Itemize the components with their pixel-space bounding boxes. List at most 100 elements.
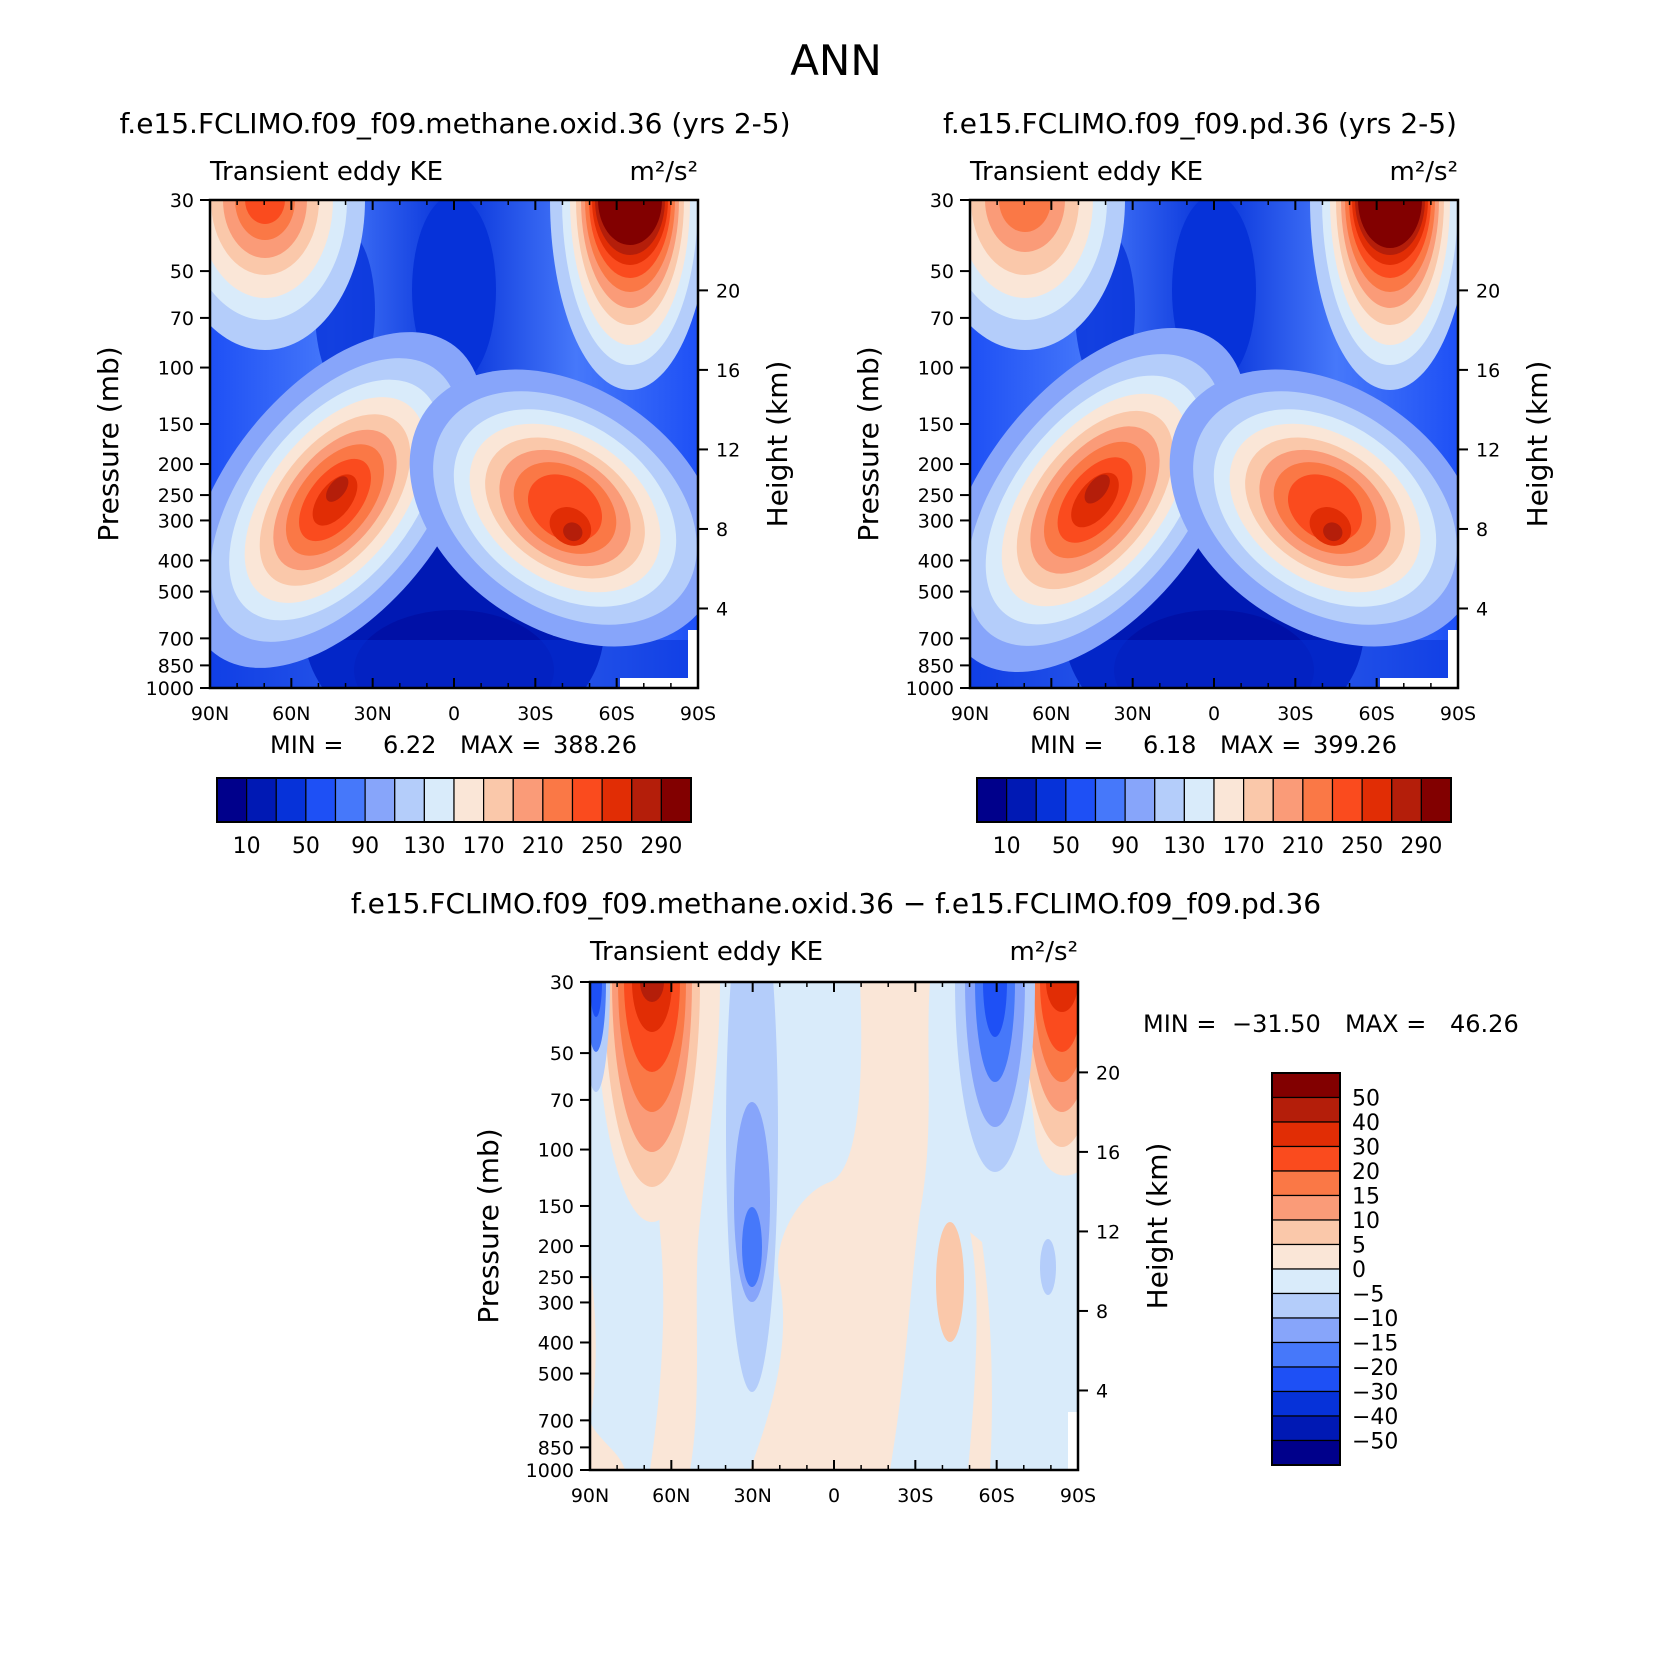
y-tick-label: 150	[918, 414, 954, 436]
colorbar-swatch	[976, 777, 1008, 823]
colorbar-swatch	[1271, 1194, 1341, 1221]
y-tick-label: 300	[918, 510, 954, 532]
panel-1-units-label: m²/s²	[630, 157, 698, 187]
panel-3-ylabel: Pressure (mb)	[472, 1128, 505, 1323]
topography-mask	[688, 630, 698, 688]
contour-ring	[632, 982, 672, 1032]
colorbar-swatch	[660, 777, 692, 823]
y2-tick-label: 16	[1476, 360, 1500, 382]
colorbar-label: 210	[522, 834, 564, 859]
colorbar-label: 170	[1223, 834, 1265, 859]
y-tick-label: 50	[170, 261, 194, 283]
nh-strat-contours	[970, 200, 1125, 350]
y-tick-label: 150	[158, 414, 194, 436]
contour-ring	[1358, 200, 1422, 248]
figure-title: ANN	[790, 36, 882, 85]
panel-1-max-value: 388.26	[553, 731, 637, 759]
topography-mask	[1380, 678, 1458, 688]
colorbar-swatch	[1271, 1096, 1341, 1123]
colorbar-label: 10	[233, 834, 261, 859]
colorbar-label: 250	[581, 834, 623, 859]
x-tick-label: 30N	[1113, 703, 1151, 725]
contour-ring	[245, 200, 285, 224]
sh-jet-contours	[409, 369, 698, 647]
y2-tick-label: 12	[1096, 1221, 1120, 1243]
colorbar-swatch	[1302, 777, 1334, 823]
y-tick-label: 50	[930, 261, 954, 283]
panel-2-ylabel: Pressure (mb)	[852, 346, 885, 541]
x-tick-label: 90S	[1440, 703, 1476, 725]
colorbar-frame	[216, 777, 692, 823]
y-tick-label: 100	[538, 1140, 574, 1162]
contour-fill-negative-blob	[1040, 1239, 1056, 1295]
colorbar-swatch	[275, 777, 307, 823]
panel-2-variable-label: Transient eddy KE	[969, 157, 1203, 187]
contour-fill-positive	[750, 982, 930, 1470]
sh-strat-negative	[955, 982, 1035, 1172]
colorbar-label: 90	[351, 834, 379, 859]
colorbar-label: 250	[1341, 834, 1383, 859]
y-tick-label: 300	[158, 510, 194, 532]
panel-1-case-title: f.e15.FCLIMO.f09_f09.methane.oxid.36 (yr…	[119, 107, 790, 140]
x-tick-label: 60S	[599, 703, 635, 725]
colorbar-label: 10	[1352, 1209, 1380, 1234]
panel-2-min-value: 6.18	[1143, 731, 1196, 759]
colorbar-swatch	[1331, 777, 1363, 823]
panel-2-min-label: MIN =	[1030, 731, 1103, 759]
colorbar-label: 50	[1352, 1087, 1380, 1112]
colorbar-label: 130	[1163, 834, 1205, 859]
y-tick-label: 70	[550, 1090, 574, 1112]
colorbar-swatch	[1272, 777, 1304, 823]
panel-1-variable-label: Transient eddy KE	[209, 157, 443, 187]
y-tick-label: 100	[918, 358, 954, 380]
colorbar-label: 50	[292, 834, 320, 859]
y2-tick-label: 12	[716, 439, 740, 461]
y-tick-label: 1000	[906, 678, 954, 700]
x-tick-label: 30S	[897, 1485, 933, 1507]
colorbar-swatch	[1271, 1243, 1341, 1270]
colorbar-frame	[1271, 1072, 1341, 1466]
y-tick-label: 400	[158, 550, 194, 572]
colorbar-swatch	[305, 777, 337, 823]
colorbar-label: 20	[1352, 1160, 1380, 1185]
panel-3: f.e15.FCLIMO.f09_f09.methane.oxid.36 − f…	[351, 887, 1519, 1507]
y-tick-label: 700	[538, 1410, 574, 1432]
colorbar-label: −15	[1352, 1332, 1398, 1357]
x-tick-label: 90N	[571, 1485, 609, 1507]
colorbar-swatch	[423, 777, 455, 823]
panel-1-ylabel: Pressure (mb)	[92, 346, 125, 541]
x-tick-label: 90S	[1060, 1485, 1096, 1507]
contour-ring	[983, 982, 1007, 1037]
panel-3-case-title: f.e15.FCLIMO.f09_f09.methane.oxid.36 − f…	[351, 887, 1321, 920]
colorbar-label: 5	[1352, 1234, 1366, 1259]
colorbar-swatch	[1271, 1219, 1341, 1246]
colorbar-swatch	[1271, 1145, 1341, 1172]
x-tick-label: 90S	[680, 703, 716, 725]
y2-tick-label: 8	[1096, 1301, 1108, 1323]
colorbar-swatch	[1271, 1390, 1341, 1417]
y2-tick-label: 16	[716, 360, 740, 382]
y-tick-label: 70	[170, 308, 194, 330]
x-tick-label: 0	[448, 703, 460, 725]
colorbar-swatch	[1094, 777, 1126, 823]
colorbar-swatch	[1271, 1415, 1341, 1442]
colorbar-label: 290	[1400, 834, 1442, 859]
panel-3-min-value: −31.50	[1232, 1010, 1321, 1038]
x-tick-label: 60S	[1359, 703, 1395, 725]
contour-ring	[1046, 982, 1078, 1012]
panel-3-max-label: MAX =	[1345, 1010, 1426, 1038]
contour-ring	[563, 522, 583, 542]
panel-2-y2label: Height (km)	[1521, 361, 1554, 528]
contour-ring	[1323, 522, 1343, 542]
colorbar-swatch	[1361, 777, 1393, 823]
y2-tick-label: 4	[1476, 598, 1488, 620]
nh-jet-contours	[970, 327, 1247, 673]
x-tick-label: 0	[828, 1485, 840, 1507]
y-tick-label: 30	[930, 190, 954, 212]
y-tick-label: 250	[538, 1267, 574, 1289]
nh-strat-negative	[590, 982, 610, 1092]
y2-tick-label: 12	[1476, 439, 1500, 461]
x-tick-label: 60N	[272, 703, 310, 725]
y2-tick-label: 8	[1476, 519, 1488, 541]
